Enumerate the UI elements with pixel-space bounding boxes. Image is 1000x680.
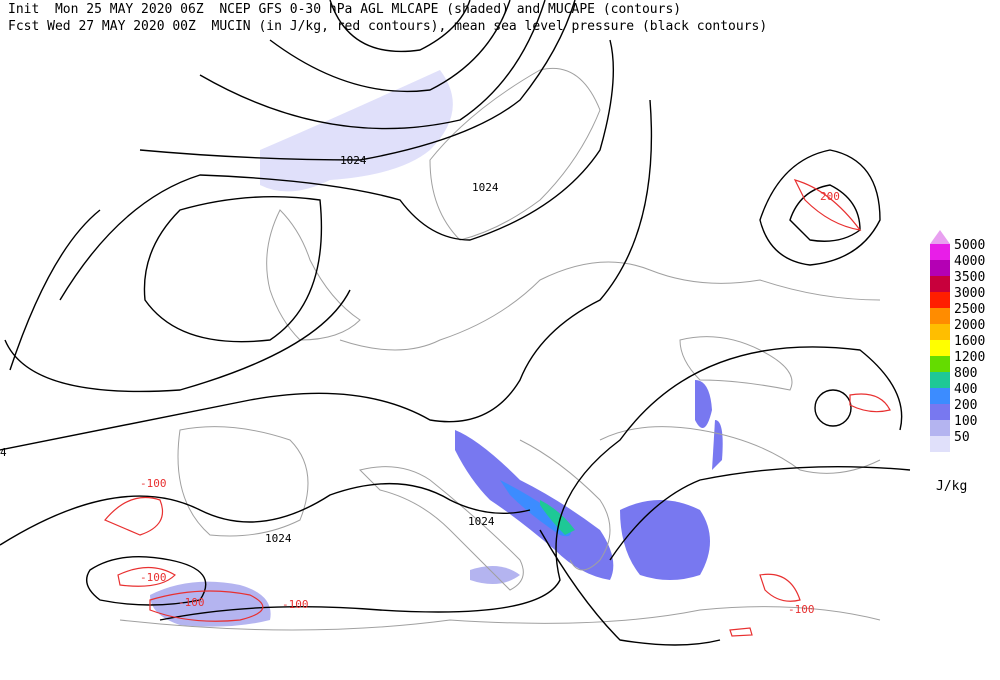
colorbar-box [930, 388, 950, 404]
cin-label: -100 [178, 596, 205, 609]
cape-shading [150, 70, 723, 627]
colorbar-box [930, 260, 950, 276]
header-line: Init Mon 25 MAY 2020 06Z NCEP GFS 0-30 h… [8, 2, 681, 17]
isobars [0, 0, 911, 646]
colorbar-box [930, 372, 950, 388]
cin-label: -100 [788, 603, 815, 616]
colorbar: 5000400035003000250020001600120080040020… [930, 230, 985, 494]
colorbar-unit: J/kg [936, 479, 967, 494]
isobar-label: 1024 [468, 515, 495, 528]
coastlines [119, 67, 881, 631]
colorbar-label: 2500 [954, 302, 985, 317]
cin-label: 200 [820, 190, 840, 203]
mucin-contours [104, 179, 891, 637]
colorbar-box [930, 276, 950, 292]
colorbar-box [930, 308, 950, 324]
colorbar-label: 2000 [954, 318, 985, 333]
colorbar-arrow [930, 230, 950, 244]
colorbar-label: 4000 [954, 254, 985, 269]
colorbar-box [930, 244, 950, 260]
colorbar-label: 1200 [954, 350, 985, 365]
colorbar-box [930, 356, 950, 372]
colorbar-label: 5000 [954, 238, 985, 253]
isobar-label: 1024 [265, 532, 292, 545]
colorbar-label: 1600 [954, 334, 985, 349]
colorbar-box [930, 436, 950, 452]
colorbar-label: 3000 [954, 286, 985, 301]
cin-label: -100 [140, 571, 167, 584]
isobar-label: 4 [0, 446, 7, 459]
colorbar-box [930, 420, 950, 436]
colorbar-label: 100 [954, 414, 977, 429]
colorbar-label: 400 [954, 382, 977, 397]
contour-labels: 1024 1024 1024 1024 200 -100 -100 -100 -… [0, 154, 840, 616]
colorbar-label: 3500 [954, 270, 985, 285]
isobar-label: 1024 [472, 181, 499, 194]
colorbar-label: 50 [954, 430, 970, 445]
header-line: Fcst Wed 27 MAY 2020 00Z MUCIN (in J/kg,… [8, 19, 767, 34]
colorbar-box [930, 340, 950, 356]
colorbar-box [930, 404, 950, 420]
colorbar-box [930, 324, 950, 340]
colorbar-label: 800 [954, 366, 977, 381]
cin-label: -100 [140, 477, 167, 490]
colorbar-box [930, 292, 950, 308]
cin-label: -100 [282, 598, 309, 611]
isobar-label: 1024 [340, 154, 367, 167]
colorbar-label: 200 [954, 398, 977, 413]
